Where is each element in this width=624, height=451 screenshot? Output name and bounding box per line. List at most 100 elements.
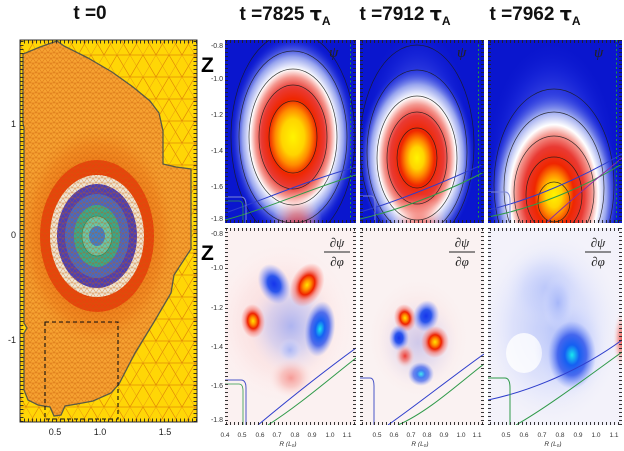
wall-line-green	[397, 363, 484, 425]
title-t7962: t =7962 τA	[475, 3, 595, 28]
y-tick-labels: -0.8 -1.0 -1.2 -1.4 -1.6 -1.8	[211, 231, 223, 424]
dpsi-denominator: ∂φ	[455, 254, 469, 269]
y-tick-label: -1	[8, 335, 16, 345]
psi-panel-7912: ψ	[360, 40, 484, 223]
wall-line-green	[488, 163, 622, 218]
x-tick-label: 0.5	[237, 432, 246, 439]
axis-ticks-bottom	[488, 422, 622, 425]
title-text: t =0	[73, 3, 107, 24]
x-tick-label: 0.5	[49, 427, 62, 437]
tau-symbol: τ	[559, 3, 572, 25]
mesh-plot-area	[20, 40, 197, 422]
x-tick-label: 0.8	[555, 432, 564, 439]
psi-panel-7825: ψ Z -0.8 -1.0 -1.2 -1.4 -1.6 -1.8	[201, 40, 356, 223]
wall-line-green	[225, 174, 356, 221]
x-tick-label: 0.7	[537, 432, 546, 439]
x-tick-label: 0.6	[389, 432, 398, 439]
psi-plot-area	[488, 40, 622, 223]
x-tick-label: 0.4	[220, 432, 229, 439]
y-tick-label: -1.8	[211, 216, 223, 223]
axis-ticks-left	[360, 40, 363, 223]
tau-subscript: A	[441, 13, 451, 28]
y-tick-labels: -0.8 -1.0 -1.2 -1.4 -1.6 -1.8	[211, 43, 223, 223]
axis-ticks-right	[481, 40, 484, 223]
y-tick-label: -0.8	[211, 43, 223, 50]
axis-ticks-right	[481, 228, 484, 425]
mode-blobs	[389, 300, 450, 386]
psi-field-label: ψ	[594, 45, 604, 61]
tau-symbol: τ	[309, 3, 322, 25]
y-tick-label: -1.2	[211, 305, 223, 312]
dpsi-denominator: ∂φ	[330, 254, 344, 269]
x-tick-labels: 0.4 0.5 0.6 0.7 0.8 0.9 1.0 1.1 R (L₀)	[220, 432, 351, 447]
axis-ticks-left	[225, 228, 228, 425]
y-tick-label: -1.0	[211, 265, 223, 272]
z-axis-label: Z	[201, 242, 214, 265]
divertor-outline	[360, 195, 376, 223]
x-tick-label: 0.7	[272, 432, 281, 439]
dpsi-panel-7962: ∂ψ ∂φ 0.5 0.6 0.7 0.8 0.9 1.0 1.1 R (L₀)	[488, 228, 622, 447]
axis-ticks-top	[360, 228, 484, 231]
y-tick-label: -0.8	[211, 231, 223, 238]
divertor-outline-green	[225, 383, 244, 425]
psi-hot-spot	[488, 90, 620, 223]
divertor-outline	[488, 191, 511, 223]
tau-subscript: A	[571, 13, 581, 28]
fine-mesh-texture	[23, 41, 191, 416]
axis-ticks-left	[488, 40, 491, 223]
dpsi-plot-area	[225, 228, 356, 425]
x-axis-label: R (L₀)	[544, 441, 561, 447]
axis-ticks-bottom	[360, 422, 484, 425]
y-tick-label: -1.0	[211, 76, 223, 83]
dpsi-plot-area	[488, 228, 622, 425]
title-text: t =7962	[489, 4, 560, 25]
axis-ticks-right	[619, 228, 622, 425]
psi-plot-area	[225, 40, 356, 223]
axis-ticks-bottom	[225, 220, 356, 223]
x-tick-label: 1.1	[472, 432, 481, 439]
vessel-wall-line	[22, 40, 192, 417]
y-tick-label: 0	[11, 230, 16, 240]
x-tick-labels: 0.5 0.6 0.7 0.8 0.9 1.0 1.1 R (L₀)	[501, 432, 618, 447]
x-axis-label: R (L₀)	[279, 441, 296, 447]
x-tick-label: 1.0	[456, 432, 465, 439]
dpsi-panel-7912: ∂ψ ∂φ 0.5 0.6 0.7 0.8 0.9 1.0 1.1 R (L₀)	[360, 228, 484, 447]
y-tick-label: -1.6	[211, 184, 223, 191]
x-tick-label: 0.5	[501, 432, 510, 439]
title-text: t =7912	[359, 4, 430, 25]
axis-ticks-top	[488, 228, 622, 231]
mode-blobs	[240, 263, 336, 398]
psi-hot-spot	[360, 66, 475, 223]
axis-ticks-left	[488, 228, 491, 425]
wall-line-green	[515, 351, 622, 425]
x-tick-label: 0.6	[255, 432, 264, 439]
axis-ticks-bottom	[20, 418, 197, 422]
wall-line-blue	[387, 353, 484, 425]
divertor-outline	[225, 196, 247, 223]
x-tick-label: 0.5	[372, 432, 381, 439]
tau-symbol: τ	[429, 3, 442, 25]
x-tick-label: 1.1	[342, 432, 351, 439]
axis-ticks-right	[353, 40, 356, 223]
wall-line-green	[360, 171, 484, 220]
divertor-outline	[360, 377, 375, 425]
axis-ticks-bottom	[225, 422, 356, 425]
psi-field-label: ψ	[329, 45, 339, 61]
x-tick-label: 0.9	[573, 432, 582, 439]
x-tick-label: 1.5	[159, 427, 172, 437]
x-axis-label: R (L₀)	[411, 441, 428, 447]
axis-ticks-top	[360, 40, 484, 43]
x-tick-label: 1.0	[325, 432, 334, 439]
x-tick-label: 1.0	[94, 427, 107, 437]
y-tick-label: -1.8	[211, 417, 223, 424]
axis-ticks-bottom	[360, 220, 484, 223]
x-tick-label: 1.0	[591, 432, 600, 439]
x-tick-label: 0.9	[439, 432, 448, 439]
divertor-outline-green	[225, 200, 244, 223]
wall-line-blue	[488, 153, 622, 211]
axis-ticks-top	[225, 228, 356, 231]
dpsi-panel-7825: ∂ψ ∂φ Z -0.8 -1.0 -1.2 -1.4 -1.6 -1.8 0.…	[201, 228, 356, 447]
title-text: t =7825	[239, 4, 310, 25]
axis-ticks-bottom	[488, 220, 622, 223]
